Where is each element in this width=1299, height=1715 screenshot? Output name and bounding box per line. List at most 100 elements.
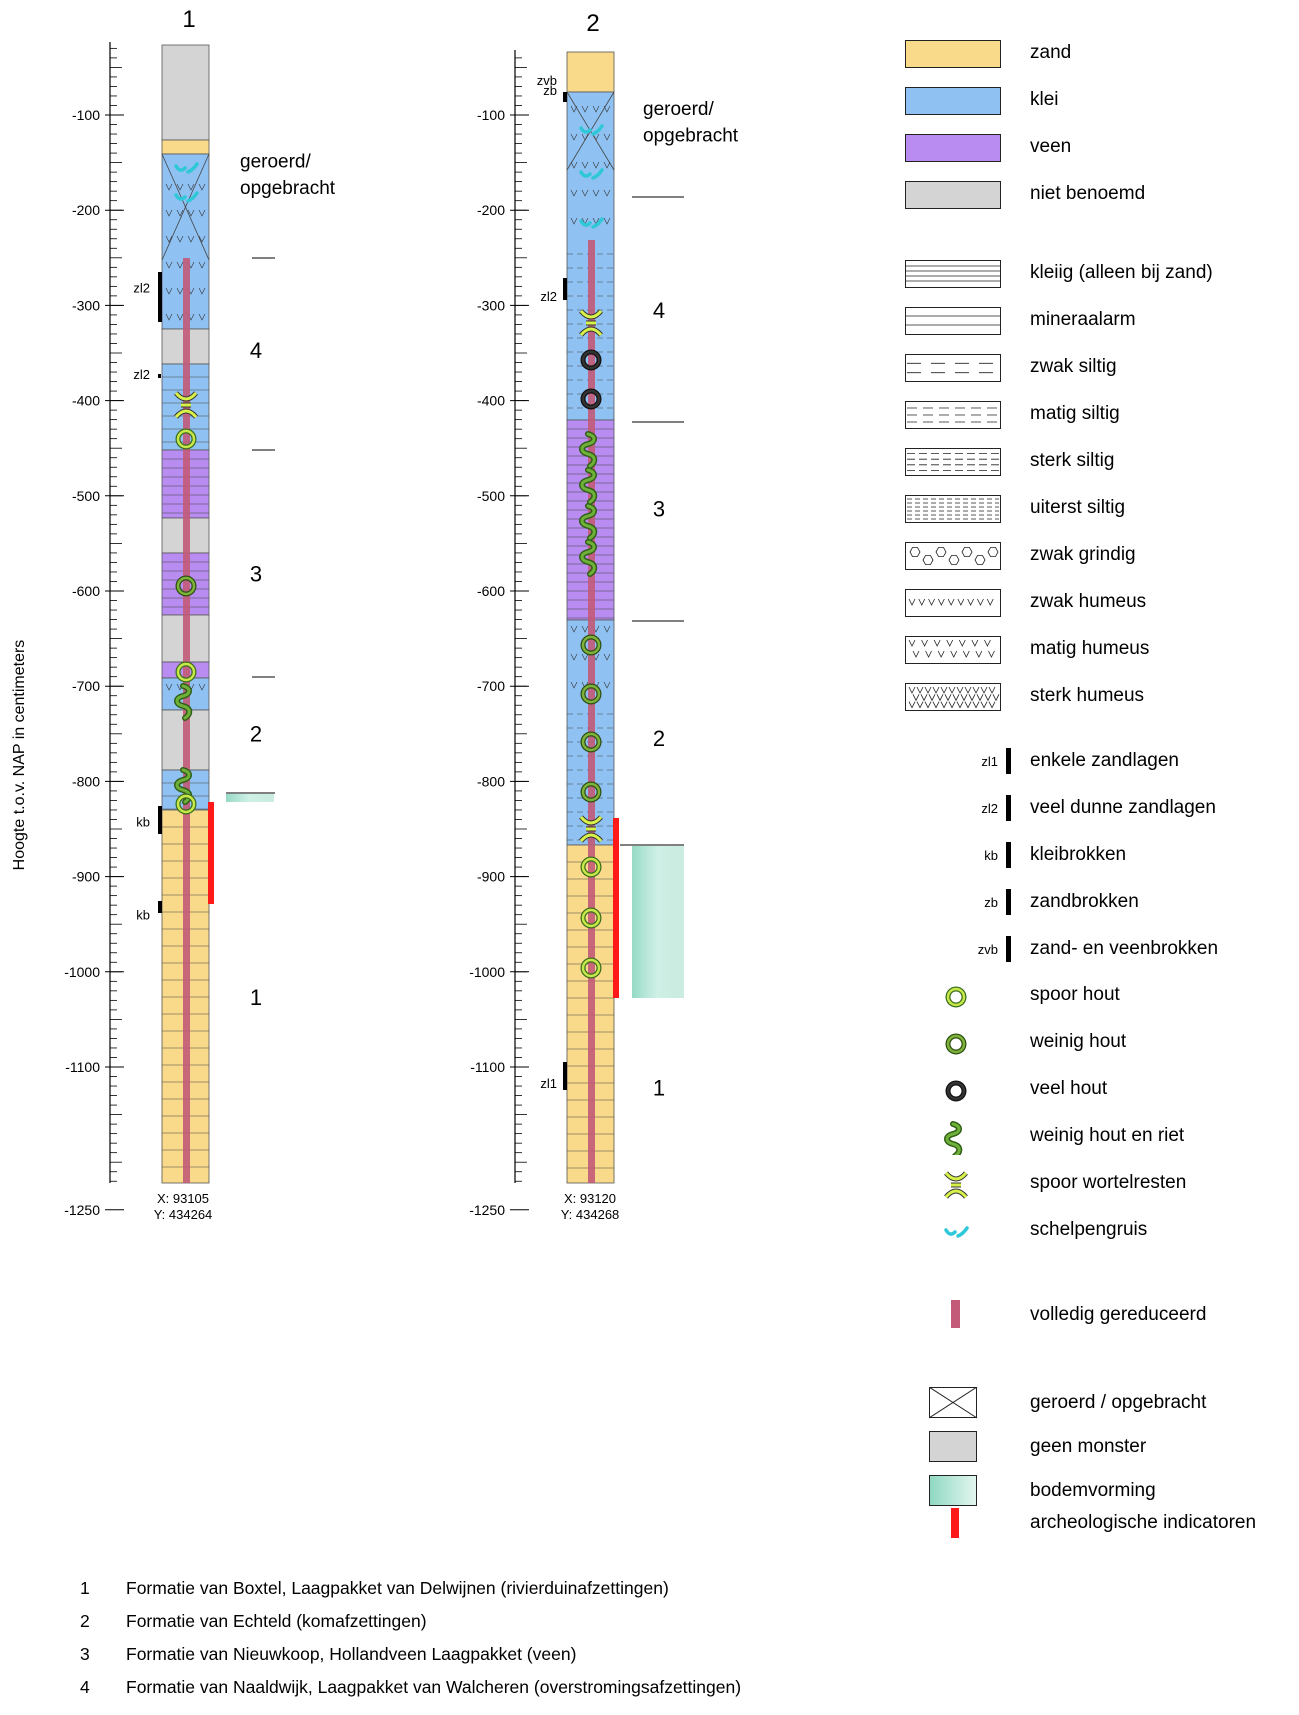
legend-label: uiterst siltig: [1030, 497, 1126, 518]
sublayer-code: zl1: [981, 754, 998, 769]
zand-swatch: [905, 40, 1001, 68]
formation-number: 1: [80, 1578, 90, 1598]
y-tick-label: -600: [477, 583, 505, 599]
legend-klei: klei: [905, 83, 1295, 115]
legend-matig_humeus: matig humeus: [905, 632, 1295, 664]
legend-sublayer-zb: zandbrokken zb: [905, 885, 1295, 915]
sublayer-code: zl2: [981, 801, 998, 816]
legend-zwak_humeus: zwak humeus: [905, 585, 1295, 617]
unit-label: opgebracht: [643, 126, 739, 147]
schelpengruis-icon: [944, 1226, 969, 1238]
bodemvorming-zone: [226, 794, 274, 802]
borehole-1: 1 -100-200-300-400-500-600-700-800-900-1…: [64, 6, 336, 1222]
uiterst_siltig-pattern-icon: [905, 495, 1001, 523]
matig_siltig-pattern-icon: [905, 401, 1001, 429]
sublayer-bar-icon: [1006, 795, 1011, 821]
legend-archeologische-indicatoren: archeologische indicatoren: [905, 1506, 1295, 1538]
legend-label: matig siltig: [1030, 403, 1120, 424]
borehole-1-column: [161, 44, 210, 1184]
legend-label: weinig hout: [1030, 1031, 1127, 1052]
legend-bodemvorming: bodemvorming: [905, 1474, 1295, 1506]
unit-number: 3: [250, 561, 262, 586]
legend-sublayer-kb: kleibrokken kb: [905, 838, 1295, 868]
legend-wortelresten: spoor wortelresten: [905, 1166, 1295, 1199]
unit-number: 2: [250, 721, 262, 746]
y-tick-label: -1000: [469, 964, 505, 980]
legend-zwak_grindig: zwak grindig: [905, 538, 1295, 570]
formation-text: Formatie van Echteld (komafzettingen): [126, 1611, 427, 1631]
legend-label: zandbrokken: [1030, 891, 1139, 912]
archeo-indicator-bar: [208, 802, 214, 904]
legend-label: veel hout: [1030, 1078, 1108, 1099]
legend-label: veel dunne zandlagen: [1030, 797, 1216, 818]
geen_monster-swatch: [929, 1431, 977, 1462]
unit-label: opgebracht: [240, 178, 336, 199]
legend-zand: zand: [905, 36, 1295, 68]
legend-sterk_siltig: sterk siltig: [905, 444, 1295, 476]
y-tick-label: -1100: [470, 1059, 505, 1075]
legend-uiterst_siltig: uiterst siltig: [905, 491, 1295, 523]
hout-en-riet-icon: [944, 1121, 963, 1155]
y-tick-label: -800: [477, 773, 505, 789]
legend-label: weinig hout en riet: [1030, 1125, 1185, 1146]
sublayer-bar-icon: [1006, 889, 1011, 915]
y-tick-label: -1000: [64, 964, 100, 980]
sublayer-code-label: kb: [136, 814, 150, 829]
legend-label: sterk humeus: [1030, 685, 1145, 706]
y-tick-label: -1100: [65, 1059, 100, 1075]
y-tick-label: -1250: [64, 1202, 100, 1218]
sublayer-code-label: zl2: [540, 289, 557, 304]
legend-sterk_humeus: sterk humeus: [905, 679, 1295, 711]
legend-hout-en-riet: weinig hout en riet: [905, 1119, 1295, 1155]
unit-label: geroerd/: [643, 99, 714, 120]
y-tick-label: -700: [72, 678, 100, 694]
y-tick-label: -500: [477, 488, 505, 504]
legend-label: spoor hout: [1030, 984, 1120, 1005]
bodemvorming-swatch: [929, 1475, 977, 1506]
spoor-hout-icon: [945, 986, 967, 1008]
y-tick-label: -1250: [469, 1202, 505, 1218]
y-tick-label: -600: [72, 583, 100, 599]
bodemvorming-zone: [632, 846, 684, 998]
geroerd-swatch: [929, 1387, 978, 1419]
legend-label: spoor wortelresten: [1030, 1172, 1187, 1193]
legend-label: kleiig (alleen bij zand): [1030, 262, 1213, 283]
unit-number: 2: [653, 726, 665, 751]
formation-number: 4: [80, 1677, 90, 1697]
kleiig-pattern-icon: [905, 260, 1001, 288]
borehole-2-coord-y: Y: 434268: [561, 1207, 620, 1222]
klei-swatch: [905, 87, 1001, 115]
y-tick-label: -500: [72, 488, 100, 504]
legend-schelpengruis: schelpengruis: [905, 1213, 1295, 1243]
legend-label: archeologische indicatoren: [1030, 1512, 1257, 1533]
y-tick-label: -300: [72, 297, 100, 313]
sublayer-bar-icon: [1006, 748, 1011, 774]
matig_humeus-pattern-icon: [905, 636, 1001, 664]
legend-label: zand- en veenbrokken: [1030, 938, 1219, 959]
sterk_humeus-pattern-icon: [905, 683, 1001, 711]
legend-label: schelpengruis: [1030, 1219, 1148, 1240]
formation-text: Formatie van Naaldwijk, Laagpakket van W…: [126, 1677, 742, 1697]
legend-weinig-hout: weinig hout: [905, 1025, 1295, 1055]
sublayer-code-label: zl2: [133, 280, 150, 295]
legend-matig_siltig: matig siltig: [905, 397, 1295, 429]
legend-label: bodemvorming: [1030, 1480, 1156, 1501]
sublayer-code: zb: [984, 895, 998, 910]
y-tick-label: -300: [477, 297, 505, 313]
zwak_humeus-pattern-icon: [905, 589, 1001, 617]
borehole-1-coord-x: X: 93105: [157, 1191, 209, 1206]
legend-label: zwak grindig: [1030, 544, 1136, 565]
y-tick-label: -100: [72, 107, 100, 123]
borehole-2-coord-x: X: 93120: [564, 1191, 616, 1206]
sublayer-code: kb: [984, 848, 998, 863]
y-tick-label: -700: [477, 678, 505, 694]
sublayer-code-label: zl2: [133, 367, 150, 382]
veen-swatch: [905, 134, 1001, 162]
wortelresten-icon: [944, 1171, 968, 1199]
unit-label: geroerd/: [240, 151, 311, 172]
y-tick-label: -200: [72, 202, 100, 218]
layer-niet-benoemd: [161, 44, 210, 141]
y-axis-title: Hoogte t.o.v. NAP in centimeters: [11, 640, 28, 871]
legend-label: zand: [1030, 42, 1072, 63]
borehole-2-title: 2: [586, 10, 599, 37]
